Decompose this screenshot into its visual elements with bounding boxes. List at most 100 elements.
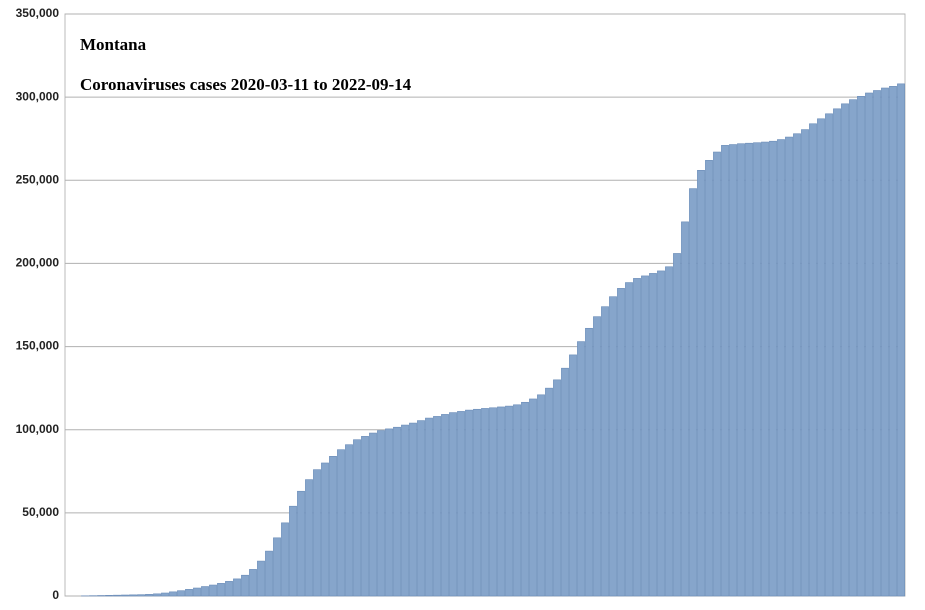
bar [537, 394, 545, 597]
bar [113, 594, 121, 597]
bar [377, 430, 385, 597]
bar [713, 151, 721, 597]
y-tick-label: 150,000 [16, 339, 60, 353]
bar [521, 401, 529, 597]
bar [593, 316, 601, 597]
bar [185, 589, 193, 597]
bar [665, 266, 673, 597]
bar [873, 90, 881, 597]
bar [321, 462, 329, 597]
bar [585, 327, 593, 597]
bar [489, 407, 497, 597]
bar [617, 288, 625, 597]
bar [729, 144, 737, 597]
bar [473, 408, 481, 597]
bar [801, 129, 809, 597]
bar [849, 99, 857, 597]
bar [281, 522, 289, 597]
bar [561, 367, 569, 597]
bar [577, 341, 585, 597]
bar [825, 113, 833, 597]
bar [105, 595, 113, 597]
y-tick-label: 250,000 [16, 172, 60, 186]
bar [385, 428, 393, 597]
bar [353, 439, 361, 597]
bar [361, 436, 369, 597]
bar [345, 444, 353, 597]
bar [513, 404, 521, 597]
bar [393, 426, 401, 597]
bar [441, 414, 449, 597]
bar [145, 594, 153, 597]
bar [369, 432, 377, 597]
bar [641, 275, 649, 597]
bar [705, 160, 713, 597]
bar [193, 587, 201, 597]
bar [657, 270, 665, 597]
bar [841, 103, 849, 597]
bar [697, 170, 705, 597]
bar [257, 560, 265, 597]
bar [865, 92, 873, 597]
bar [817, 118, 825, 597]
bar [457, 411, 465, 597]
bar [337, 449, 345, 597]
bar [241, 574, 249, 597]
bar [601, 306, 609, 597]
bar [793, 133, 801, 597]
ticks: 0 50,000 100,000 150,000 200,000 250,000 300,0… [16, 6, 60, 602]
bar [553, 379, 561, 597]
bar [161, 592, 169, 597]
bar [673, 253, 681, 597]
bar [569, 354, 577, 597]
y-tick-label: 50,000 [22, 505, 59, 519]
bar [897, 83, 905, 597]
bar [737, 143, 745, 597]
bars [81, 83, 905, 597]
bar [633, 278, 641, 597]
chart-subtitle: Coronaviruses cases 2020-03-11 to 2022-0… [80, 75, 412, 94]
bar [761, 141, 769, 597]
bar [401, 424, 409, 597]
bar [809, 123, 817, 597]
bar [121, 594, 129, 597]
chart-title: Montana [80, 35, 147, 54]
bar [529, 398, 537, 597]
bar [225, 581, 233, 597]
bar [833, 108, 841, 597]
bar [169, 591, 177, 597]
y-tick-label: 200,000 [16, 256, 60, 270]
bar [497, 406, 505, 597]
bar [481, 408, 489, 597]
bar [889, 86, 897, 597]
bar [417, 420, 425, 597]
bar [409, 422, 417, 597]
bar [265, 550, 273, 597]
bar [545, 387, 553, 597]
y-tick-label: 100,000 [16, 422, 60, 436]
bar [609, 296, 617, 597]
bar [505, 405, 513, 597]
bar [649, 273, 657, 597]
bar [433, 416, 441, 597]
bar [769, 140, 777, 597]
bar [689, 188, 697, 597]
bar [785, 136, 793, 597]
bar [753, 142, 761, 597]
bar [465, 409, 473, 597]
bar [625, 282, 633, 597]
bar [177, 590, 185, 597]
bar [857, 96, 865, 597]
bar [881, 87, 889, 597]
bar [217, 583, 225, 597]
y-tick-label: 350,000 [16, 6, 60, 20]
bar [681, 221, 689, 597]
bar [777, 139, 785, 597]
bar [305, 479, 313, 597]
bar [745, 142, 753, 597]
bar [153, 593, 161, 597]
bar [425, 417, 433, 597]
y-tick-label: 300,000 [16, 89, 60, 103]
bar [233, 578, 241, 597]
